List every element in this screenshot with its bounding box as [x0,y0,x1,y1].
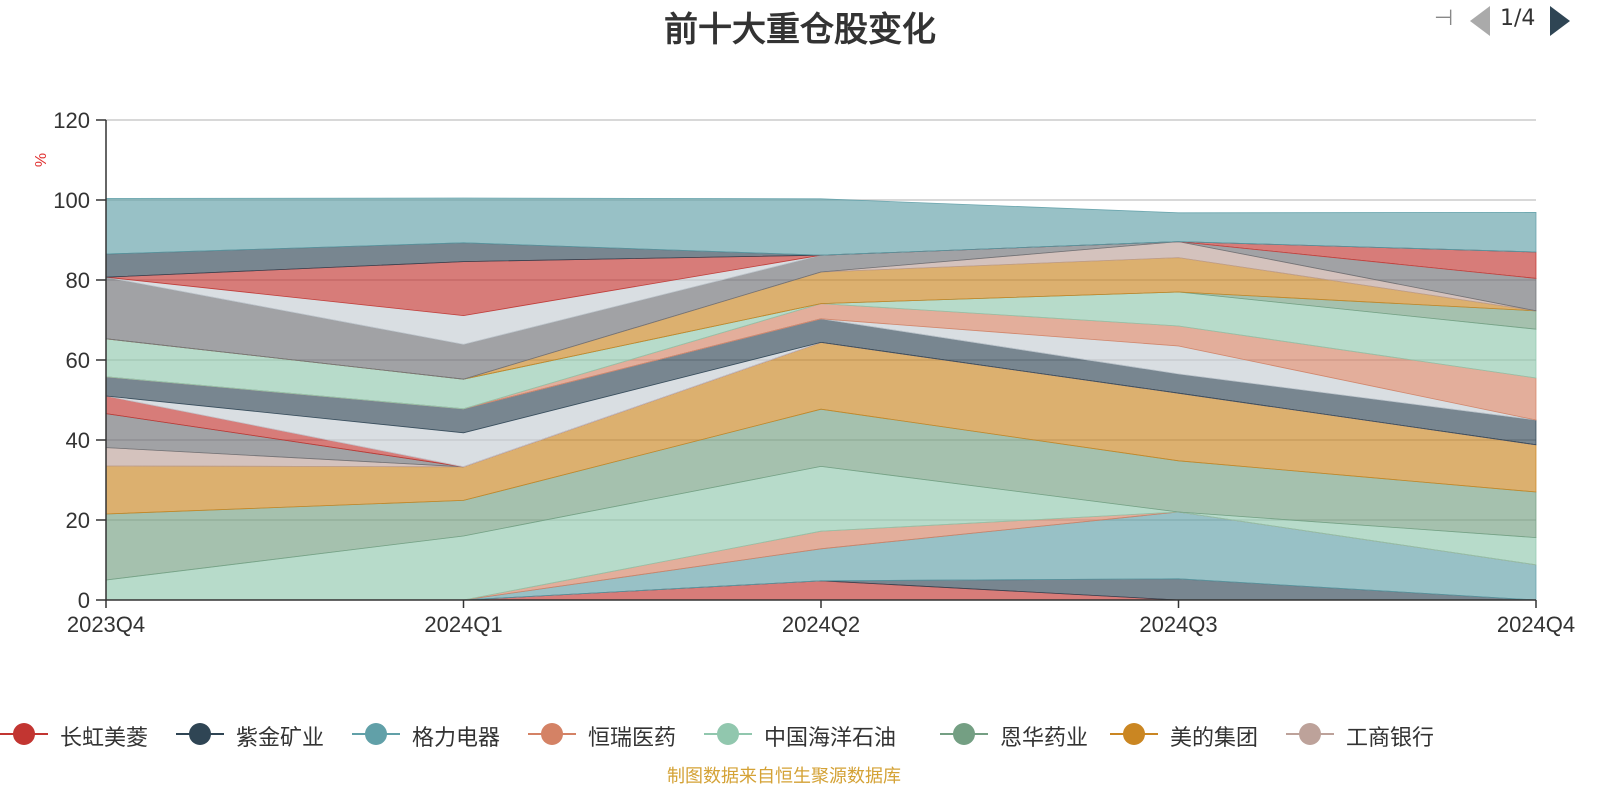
y-tick-label: 120 [53,108,90,133]
legend-label: 恩华药业 [1000,726,1089,751]
legend-overflow-indicator: ⊣ [1434,6,1454,31]
legend-swatch-icon [176,722,224,746]
legend-swatch-icon [528,722,576,746]
y-tick-label: 80 [66,268,90,293]
legend-swatch-icon [940,722,988,746]
x-tick-label: 2023Q4 [67,612,145,637]
legend-swatch-icon [352,722,400,746]
legend: 长虹美菱 紫金矿业 格力电器 恒瑞医药 中国海洋石油 恩华药业 美的集团 工商银行 [0,714,1600,754]
y-tick-label: 100 [53,188,90,213]
legend-swatch-icon [0,722,48,746]
legend-label: 中国海洋石油 [764,726,897,751]
legend-label: 格力电器 [412,726,501,751]
x-tick-label: 2024Q2 [782,612,860,637]
legend-label: 恒瑞医药 [588,726,677,751]
legend-label: 紫金矿业 [236,726,325,751]
legend-label: 工商银行 [1346,726,1435,751]
data-source-note: 制图数据来自恒生聚源数据库 [667,766,901,787]
y-axis-unit-label: % [33,153,50,167]
legend-swatch-icon [704,722,752,746]
legend-swatch-icon [1286,722,1334,746]
area-series-group [105,197,1537,601]
axes: 0 20 40 60 80 100 120 2023Q4 2024Q1 2024Q2 2024Q3 2… [53,108,1575,637]
area-series-23 [105,197,1537,256]
stacked-area-chart: 0 20 40 60 80 100 120 2023Q4 2024Q1 2024Q2 2024Q3 2… [33,108,1575,637]
x-tick-label: 2024Q3 [1139,612,1217,637]
y-tick-label: 0 [78,588,90,613]
legend-prev-page-button[interactable] [1470,6,1490,36]
chart-title: 前十大重仓股变化 [664,10,936,50]
x-tick-label: 2024Q4 [1497,612,1575,637]
legend-label: 美的集团 [1170,726,1259,751]
legend-page-indicator: 1/4 [1500,6,1536,31]
legend-swatch-icon [1110,722,1158,746]
x-tick-label: 2024Q1 [424,612,502,637]
y-tick-label: 40 [66,428,90,453]
legend-next-page-button[interactable] [1550,6,1570,36]
y-tick-label: 20 [66,508,90,533]
legend-label: 长虹美菱 [60,726,149,751]
y-tick-label: 60 [66,348,90,373]
